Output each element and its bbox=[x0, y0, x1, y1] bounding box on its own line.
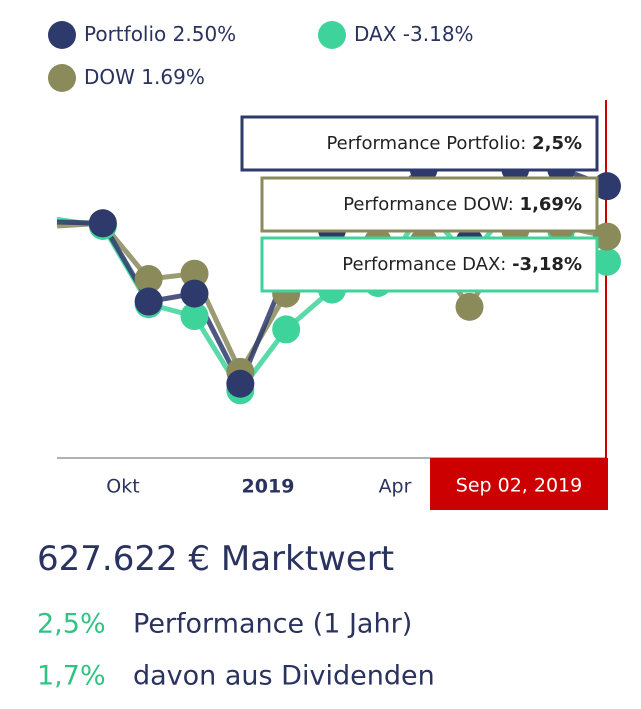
legend-name: DAX bbox=[354, 22, 397, 46]
tooltip-box bbox=[260, 176, 599, 233]
amount: 627.622 € bbox=[37, 539, 210, 579]
tooltip-label: Performance DAX: bbox=[342, 254, 506, 275]
legend-name: DOW bbox=[84, 65, 135, 89]
point bbox=[593, 247, 621, 276]
tooltip-text: Performance DOW: 1,69% bbox=[343, 194, 582, 215]
market-value: 627.622 € Marktwert bbox=[37, 539, 394, 579]
tooltip-value: -3,18% bbox=[512, 254, 582, 275]
point bbox=[180, 259, 209, 288]
selected-date: Sep 02, 2019 bbox=[456, 475, 582, 497]
point bbox=[134, 265, 163, 293]
legend-entry: Portfolio 2.50% bbox=[84, 22, 236, 46]
legend-value: -3.18% bbox=[403, 22, 474, 46]
stat-label: davon aus Dividenden bbox=[133, 661, 435, 692]
point bbox=[455, 292, 484, 321]
tooltip-label: Performance DOW: bbox=[343, 194, 514, 215]
date-badge bbox=[430, 458, 608, 510]
legend-value: 2.50% bbox=[173, 22, 237, 46]
point bbox=[180, 302, 209, 331]
legend-value: 1.69% bbox=[141, 65, 205, 89]
legend-entry: DOW 1.69% bbox=[84, 65, 205, 89]
legend: Portfolio 2.50% DAX -3.18% DOW 1.69% bbox=[48, 21, 474, 92]
legend-swatch bbox=[48, 64, 76, 92]
tooltip-box bbox=[240, 115, 599, 172]
tooltip-box bbox=[260, 236, 599, 293]
tooltip-text: Performance Portfolio: 2,5% bbox=[326, 133, 582, 154]
legend-swatch bbox=[318, 21, 346, 49]
x-label: 2019 bbox=[242, 476, 295, 498]
x-label: Okt bbox=[106, 476, 139, 498]
stat-label: Performance (1 Jahr) bbox=[133, 609, 412, 640]
tooltip-text: Performance DAX: -3,18% bbox=[342, 254, 582, 275]
stat-value: 1,7% bbox=[37, 661, 106, 692]
tooltip-value: 2,5% bbox=[532, 133, 582, 154]
point bbox=[593, 172, 621, 201]
amount-label: Marktwert bbox=[221, 539, 394, 579]
stat-value: 2,5% bbox=[37, 609, 106, 640]
point bbox=[88, 209, 117, 238]
x-label: Apr bbox=[379, 476, 412, 498]
legend-entry: DAX -3.18% bbox=[354, 22, 474, 46]
point bbox=[226, 369, 255, 398]
point bbox=[272, 315, 301, 344]
point bbox=[180, 279, 209, 308]
tooltip-label: Performance Portfolio: bbox=[326, 133, 526, 154]
legend-name: Portfolio bbox=[84, 22, 166, 46]
tooltips: Performance Portfolio: 2,5% Performance D… bbox=[240, 115, 599, 293]
point bbox=[593, 222, 621, 251]
legend-swatch bbox=[48, 21, 76, 49]
point bbox=[134, 287, 163, 316]
tooltip-value: 1,69% bbox=[520, 194, 582, 215]
